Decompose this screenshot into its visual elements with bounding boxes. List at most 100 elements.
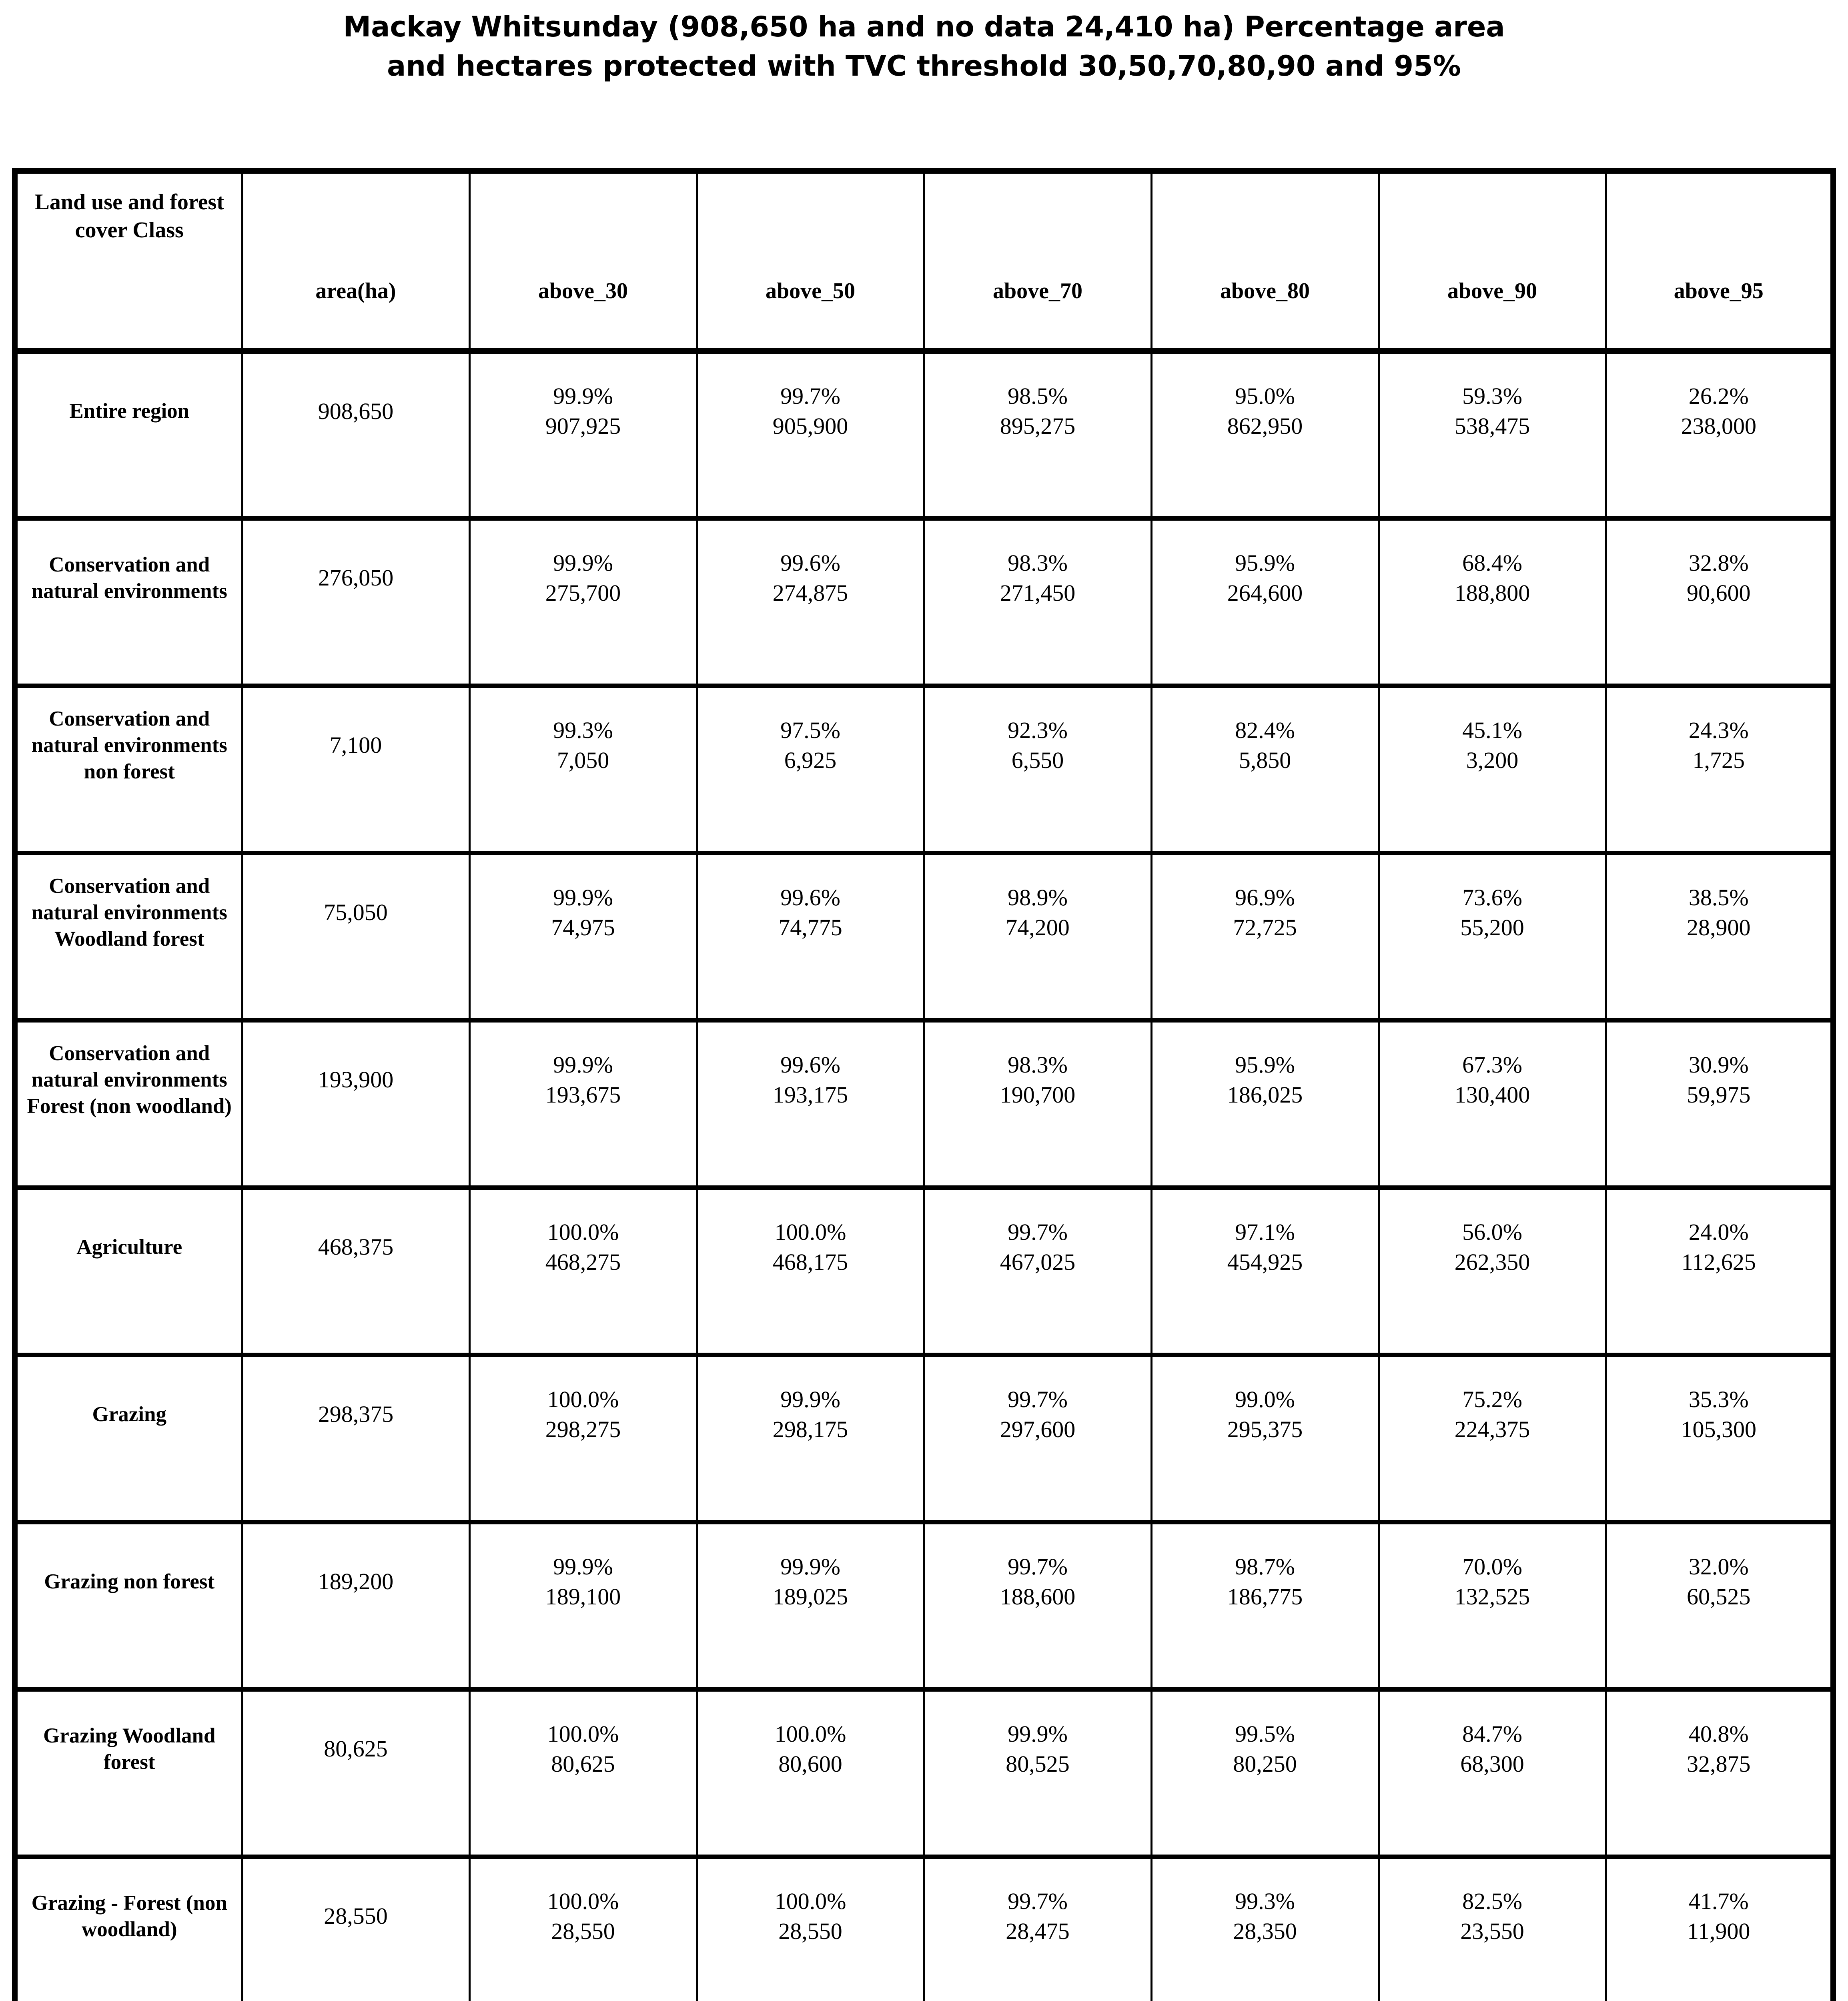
cell-percent: 100.0% xyxy=(774,1888,846,1914)
cell-hectares: 188,800 xyxy=(1454,580,1530,606)
cell-threshold-value: 99.9% 74,975 xyxy=(468,850,698,1023)
cell-hectares: 55,200 xyxy=(1460,914,1524,940)
land-use-table: Land use and forest cover Class area(ha)… xyxy=(12,168,1836,2001)
cell-hectares: 11,900 xyxy=(1687,1918,1750,1944)
cell-area-ha: 189,200 xyxy=(241,1520,471,1692)
cell-percent: 38.5% xyxy=(1688,884,1749,910)
cell-threshold-value: 100.0% 468,275 xyxy=(468,1185,698,1357)
cell-percent: 35.3% xyxy=(1688,1386,1749,1412)
cell-percent: 98.3% xyxy=(1008,1051,1068,1078)
cell-percent: 32.0% xyxy=(1688,1553,1749,1580)
table-row: Agriculture 468,375 100.0% 468,275 100.0% 468… xyxy=(14,1185,1834,1357)
table-row: Conservation and natural environments no… xyxy=(14,683,1834,855)
cell-threshold-value: 30.9% 59,975 xyxy=(1605,1018,1834,1190)
cell-percent: 56.0% xyxy=(1462,1219,1522,1245)
cell-threshold-value: 100.0% 80,625 xyxy=(468,1687,698,1859)
row-label: Grazing non forest xyxy=(14,1520,243,1692)
cell-threshold-value: 97.5% 6,925 xyxy=(696,683,925,855)
cell-hectares: 72,725 xyxy=(1233,914,1297,940)
cell-area-ha: 193,900 xyxy=(241,1018,471,1190)
col-header-above-95: above_95 xyxy=(1605,168,1834,354)
cell-threshold-value: 99.9% 189,025 xyxy=(696,1520,925,1692)
cell-threshold-value: 98.3% 271,450 xyxy=(923,516,1152,688)
cell-threshold-value: 99.9% 275,700 xyxy=(468,516,698,688)
cell-threshold-value: 100.0% 298,275 xyxy=(468,1352,698,1524)
cell-percent: 100.0% xyxy=(547,1720,619,1747)
cell-hectares: 262,350 xyxy=(1454,1249,1530,1275)
row-label: Grazing xyxy=(14,1352,243,1524)
cell-percent: 99.7% xyxy=(1008,1888,1068,1914)
cell-threshold-value: 26.2% 238,000 xyxy=(1605,349,1834,521)
cell-threshold-value: 99.9% 193,675 xyxy=(468,1018,698,1190)
cell-hectares: 28,475 xyxy=(1006,1918,1070,1944)
cell-threshold-value: 99.3% 7,050 xyxy=(468,683,698,855)
col-header-above-50: above_50 xyxy=(696,168,925,354)
cell-threshold-value: 24.3% 1,725 xyxy=(1605,683,1834,855)
cell-percent: 95.9% xyxy=(1235,549,1295,576)
cell-percent: 100.0% xyxy=(774,1720,846,1747)
page-title-line2: and hectares protected with TVC threshol… xyxy=(387,50,1461,82)
cell-hectares: 193,675 xyxy=(545,1082,621,1108)
row-label: Grazing - Forest (non woodland) xyxy=(14,1854,243,2001)
cell-threshold-value: 99.3% 28,350 xyxy=(1150,1854,1380,2001)
cell-threshold-value: 97.1% 454,925 xyxy=(1150,1185,1380,1357)
cell-threshold-value: 32.8% 90,600 xyxy=(1605,516,1834,688)
cell-threshold-value: 40.8% 32,875 xyxy=(1605,1687,1834,1859)
cell-area-ha: 28,550 xyxy=(241,1854,471,2001)
cell-hectares: 905,900 xyxy=(772,413,848,439)
cell-threshold-value: 100.0% 468,175 xyxy=(696,1185,925,1357)
cell-threshold-value: 95.0% 862,950 xyxy=(1150,349,1380,521)
cell-threshold-value: 70.0% 132,525 xyxy=(1377,1520,1607,1692)
cell-hectares: 238,000 xyxy=(1681,413,1757,439)
cell-hectares: 80,250 xyxy=(1233,1751,1297,1777)
cell-hectares: 538,475 xyxy=(1454,413,1530,439)
cell-percent: 99.3% xyxy=(553,717,613,743)
col-header-above-80: above_80 xyxy=(1150,168,1380,354)
cell-hectares: 28,900 xyxy=(1687,914,1751,940)
cell-threshold-value: 95.9% 264,600 xyxy=(1150,516,1380,688)
cell-hectares: 3,200 xyxy=(1466,747,1519,773)
header-row: Land use and forest cover Class area(ha)… xyxy=(14,168,1834,354)
cell-hectares: 28,350 xyxy=(1233,1918,1297,1944)
cell-percent: 30.9% xyxy=(1688,1051,1749,1078)
cell-area-ha: 468,375 xyxy=(241,1185,471,1357)
cell-percent: 84.7% xyxy=(1462,1720,1522,1747)
cell-percent: 99.5% xyxy=(1235,1720,1295,1747)
page-title-line1: Mackay Whitsunday (908,650 ha and no dat… xyxy=(343,10,1505,43)
cell-percent: 98.7% xyxy=(1235,1553,1295,1580)
cell-hectares: 190,700 xyxy=(1000,1082,1076,1108)
table-row: Grazing non forest 189,200 99.9% 189,100 99.… xyxy=(14,1520,1834,1692)
cell-percent: 100.0% xyxy=(547,1219,619,1245)
cell-area-ha: 75,050 xyxy=(241,850,471,1023)
cell-hectares: 28,550 xyxy=(778,1918,842,1944)
cell-threshold-value: 82.4% 5,850 xyxy=(1150,683,1380,855)
cell-percent: 100.0% xyxy=(547,1386,619,1412)
cell-threshold-value: 99.9% 189,100 xyxy=(468,1520,698,1692)
cell-hectares: 6,550 xyxy=(1011,747,1064,773)
cell-percent: 99.9% xyxy=(553,884,613,910)
cell-threshold-value: 84.7% 68,300 xyxy=(1377,1687,1607,1859)
page-title: Mackay Whitsunday (908,650 ha and no dat… xyxy=(0,7,1848,86)
cell-percent: 99.9% xyxy=(553,1553,613,1580)
cell-threshold-value: 98.7% 186,775 xyxy=(1150,1520,1380,1692)
row-label: Agriculture xyxy=(14,1185,243,1357)
cell-area-ha: 7,100 xyxy=(241,683,471,855)
cell-percent: 99.9% xyxy=(780,1553,840,1580)
cell-hectares: 298,275 xyxy=(545,1416,621,1442)
cell-area-ha: 276,050 xyxy=(241,516,471,688)
cell-percent: 40.8% xyxy=(1688,1720,1749,1747)
cell-percent: 32.8% xyxy=(1688,549,1749,576)
cell-percent: 97.1% xyxy=(1235,1219,1295,1245)
cell-hectares: 295,375 xyxy=(1227,1416,1303,1442)
cell-hectares: 271,450 xyxy=(1000,580,1076,606)
cell-percent: 99.9% xyxy=(1008,1720,1068,1747)
cell-percent: 67.3% xyxy=(1462,1051,1522,1078)
cell-percent: 99.6% xyxy=(780,549,840,576)
cell-percent: 99.3% xyxy=(1235,1888,1295,1914)
cell-threshold-value: 73.6% 55,200 xyxy=(1377,850,1607,1023)
cell-threshold-value: 38.5% 28,900 xyxy=(1605,850,1834,1023)
cell-threshold-value: 99.7% 188,600 xyxy=(923,1520,1152,1692)
cell-hectares: 5,850 xyxy=(1239,747,1291,773)
cell-threshold-value: 59.3% 538,475 xyxy=(1377,349,1607,521)
col-header-above-70: above_70 xyxy=(923,168,1152,354)
